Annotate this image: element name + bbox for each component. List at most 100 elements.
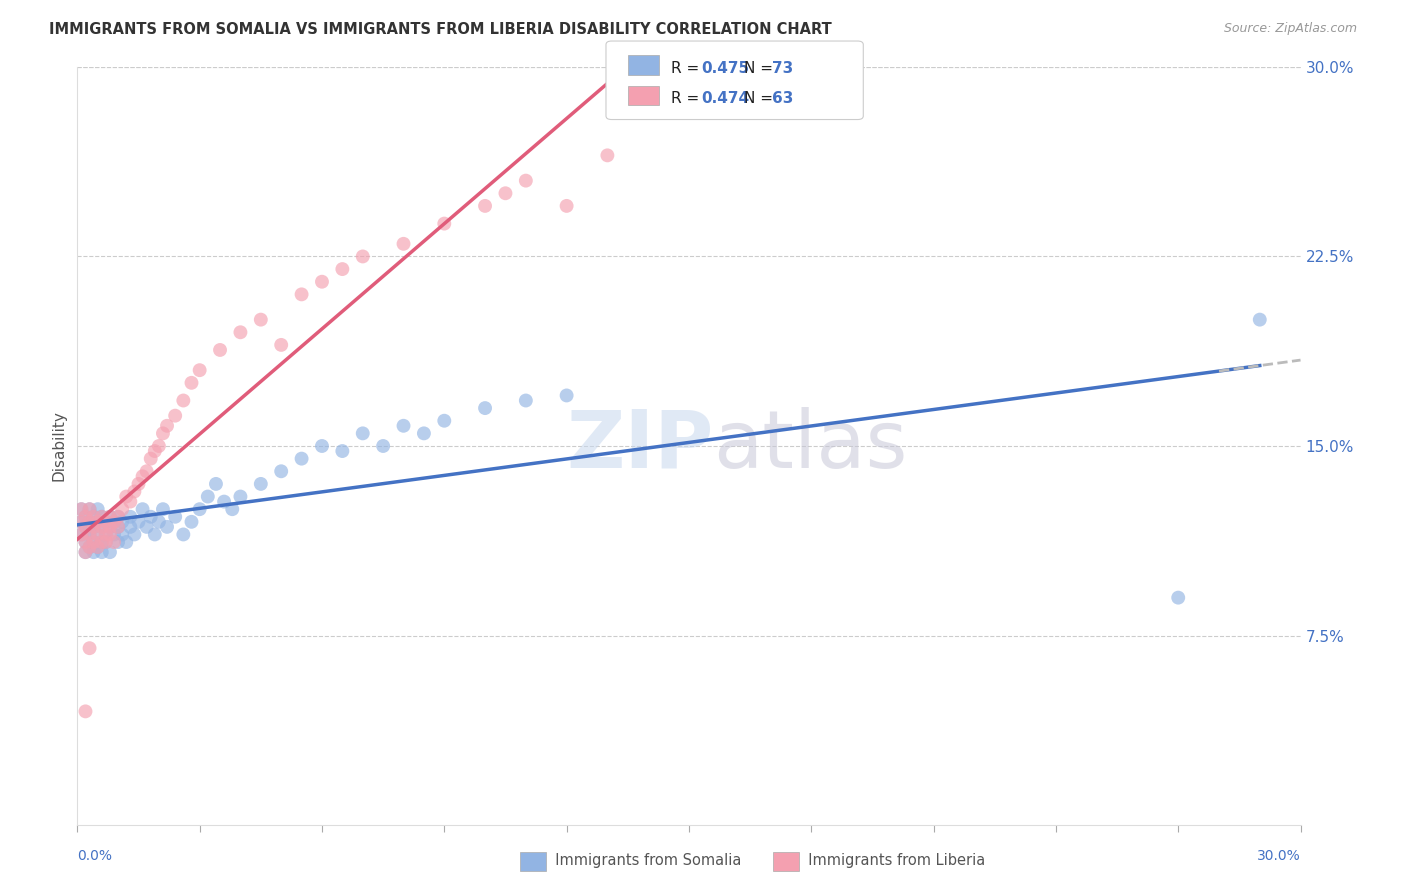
Point	[94, 535, 117, 549]
Point	[70, 502, 93, 516]
Point	[152, 426, 174, 441]
Point	[115, 535, 138, 549]
Y-axis label: Disability: Disability	[51, 410, 66, 482]
Point	[180, 376, 202, 390]
Point	[311, 439, 333, 453]
Point	[120, 494, 142, 508]
Point	[83, 545, 105, 559]
Point	[1167, 591, 1189, 605]
Point	[75, 535, 97, 549]
Text: R =: R =	[671, 61, 704, 76]
Point	[290, 287, 312, 301]
Point	[75, 509, 97, 524]
Point	[90, 520, 112, 534]
Point	[90, 509, 112, 524]
Point	[188, 363, 211, 377]
Point	[290, 451, 312, 466]
Point	[79, 522, 101, 536]
Text: 73: 73	[772, 61, 793, 76]
Point	[148, 515, 170, 529]
Point	[156, 418, 179, 433]
Point	[79, 527, 101, 541]
Text: ZIP: ZIP	[567, 407, 713, 485]
Text: 0.475: 0.475	[702, 61, 749, 76]
Point	[75, 520, 97, 534]
Point	[221, 502, 243, 516]
Text: R =: R =	[671, 91, 704, 106]
Point	[75, 705, 97, 719]
Point	[70, 502, 93, 516]
Point	[143, 527, 166, 541]
Text: Source: ZipAtlas.com: Source: ZipAtlas.com	[1223, 22, 1357, 36]
Point	[98, 545, 121, 559]
Point	[172, 393, 194, 408]
Text: N =: N =	[744, 61, 778, 76]
Point	[83, 509, 105, 524]
Point	[139, 509, 162, 524]
Point	[515, 173, 537, 188]
Point	[90, 509, 112, 524]
Point	[79, 540, 101, 554]
Point	[392, 418, 415, 433]
Text: 0.0%: 0.0%	[77, 849, 112, 863]
Point	[107, 520, 129, 534]
Text: Immigrants from Somalia: Immigrants from Somalia	[546, 854, 741, 868]
Point	[124, 484, 146, 499]
Point	[98, 509, 121, 524]
Text: 30.0%: 30.0%	[1257, 849, 1301, 863]
Point	[107, 535, 129, 549]
Text: atlas: atlas	[713, 407, 908, 485]
Point	[98, 527, 121, 541]
Point	[111, 527, 134, 541]
Point	[87, 540, 110, 554]
Point	[87, 515, 110, 529]
Point	[229, 490, 252, 504]
Point	[83, 535, 105, 549]
Point	[495, 186, 517, 201]
Point	[79, 641, 101, 656]
Point	[83, 535, 105, 549]
Point	[79, 515, 101, 529]
Point	[90, 535, 112, 549]
Point	[555, 388, 578, 402]
Point	[107, 509, 129, 524]
Point	[120, 509, 142, 524]
Text: 0.474: 0.474	[702, 91, 749, 106]
Point	[165, 409, 187, 423]
Text: IMMIGRANTS FROM SOMALIA VS IMMIGRANTS FROM LIBERIA DISABILITY CORRELATION CHART: IMMIGRANTS FROM SOMALIA VS IMMIGRANTS FR…	[49, 22, 832, 37]
Point	[94, 515, 117, 529]
Point	[229, 325, 252, 339]
Point	[79, 527, 101, 541]
Point	[555, 199, 578, 213]
Point	[392, 236, 415, 251]
Point	[83, 520, 105, 534]
Point	[474, 199, 496, 213]
Point	[98, 520, 121, 534]
Point	[172, 527, 194, 541]
Point	[152, 502, 174, 516]
Point	[208, 343, 231, 357]
Point	[270, 464, 292, 478]
Point	[127, 515, 149, 529]
Point	[115, 490, 138, 504]
Point	[311, 275, 333, 289]
Point	[212, 494, 235, 508]
Point	[131, 502, 153, 516]
Point	[83, 520, 105, 534]
Point	[107, 520, 129, 534]
Point	[79, 502, 101, 516]
Point	[143, 444, 166, 458]
Point	[75, 545, 97, 559]
Point	[87, 515, 110, 529]
Point	[75, 509, 97, 524]
Point	[103, 515, 125, 529]
Point	[515, 393, 537, 408]
Point	[87, 540, 110, 554]
Point	[90, 545, 112, 559]
Point	[205, 476, 228, 491]
Point	[352, 249, 374, 264]
Point	[596, 148, 619, 162]
Point	[70, 515, 93, 529]
Point	[433, 217, 456, 231]
Point	[103, 535, 125, 549]
